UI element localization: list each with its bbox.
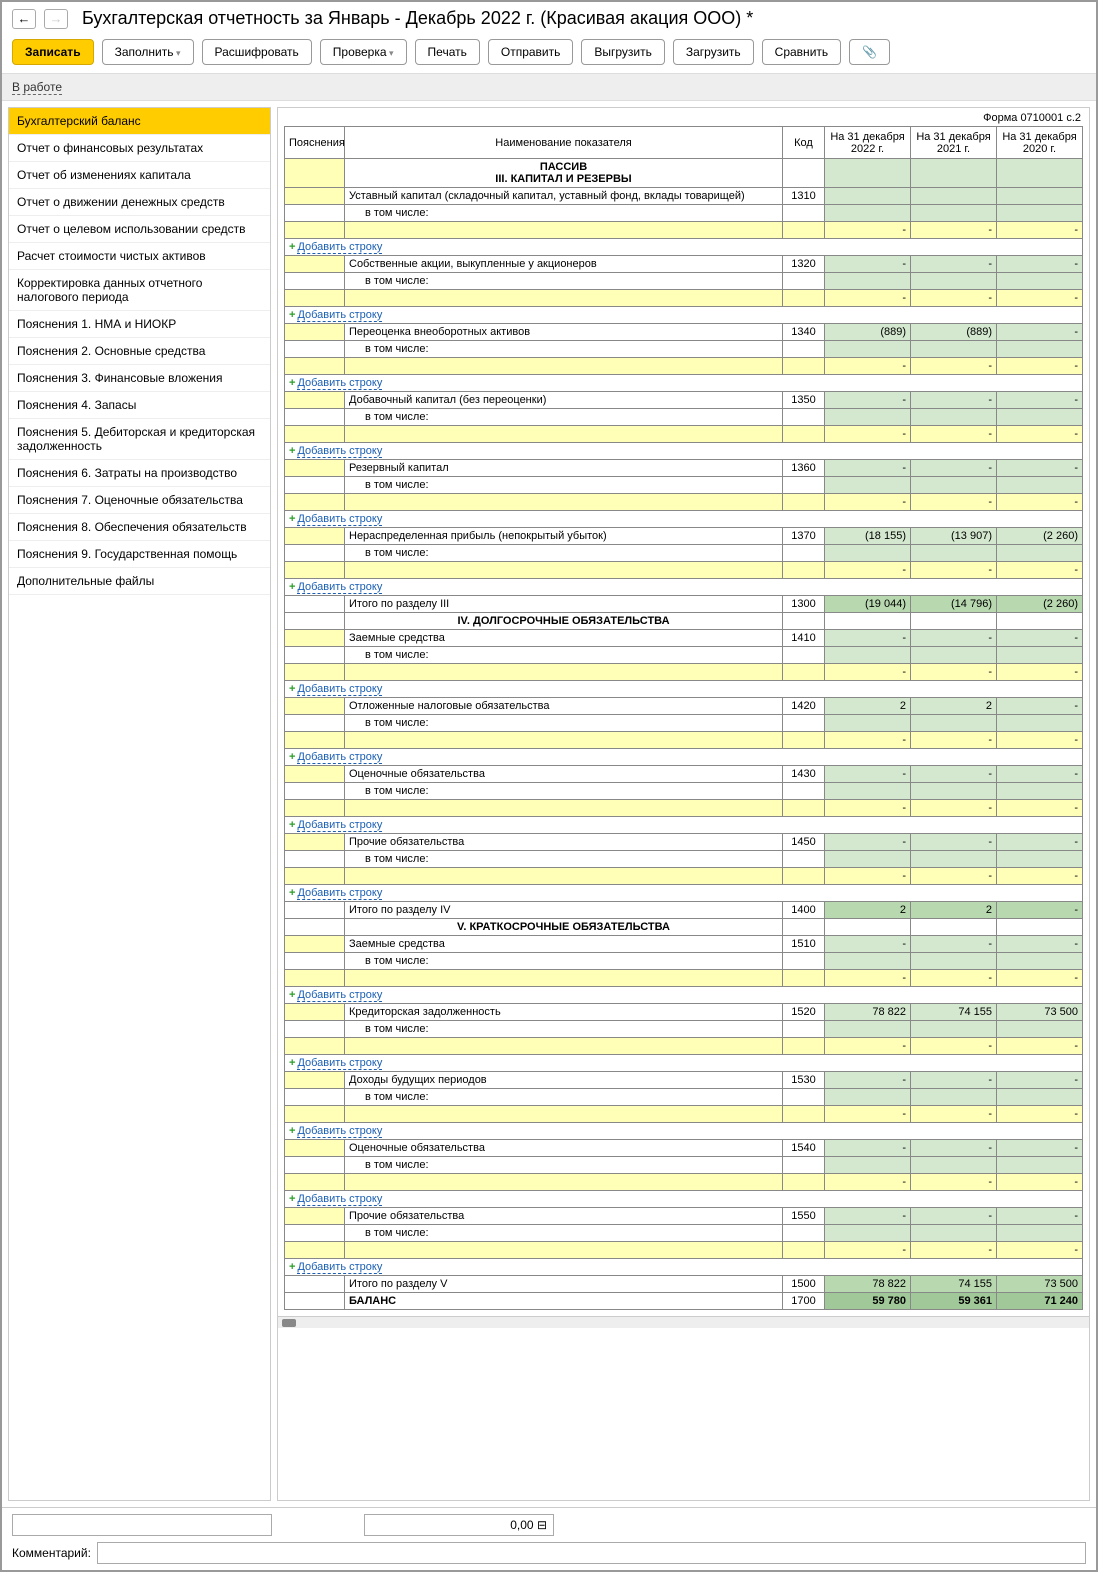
add-row-link[interactable]: Добавить строку xyxy=(297,1125,382,1138)
comment-input[interactable] xyxy=(97,1542,1086,1564)
add-row-link[interactable]: Добавить строку xyxy=(297,683,382,696)
horizontal-scrollbar[interactable] xyxy=(278,1316,1089,1328)
status-link[interactable]: В работе xyxy=(12,80,62,95)
add-row-link[interactable]: Добавить строку xyxy=(297,1193,382,1206)
decode-button[interactable]: Расшифровать xyxy=(202,39,312,65)
add-row-link[interactable]: Добавить строку xyxy=(297,819,382,832)
sidebar: Бухгалтерский балансОтчет о финансовых р… xyxy=(8,107,271,1501)
sidebar-item[interactable]: Отчет о финансовых результатах xyxy=(9,135,270,162)
sidebar-item[interactable]: Корректировка данных отчетного налоговог… xyxy=(9,270,270,311)
footer-dropdown[interactable] xyxy=(12,1514,272,1536)
fill-button[interactable]: Заполнить xyxy=(102,39,194,65)
add-row-link[interactable]: Добавить строку xyxy=(297,1261,382,1274)
add-row-link[interactable]: Добавить строку xyxy=(297,445,382,458)
col-2022: На 31 декабря 2022 г. xyxy=(825,127,911,159)
save-button[interactable]: Записать xyxy=(12,39,94,65)
send-button[interactable]: Отправить xyxy=(488,39,574,65)
add-row-link[interactable]: Добавить строку xyxy=(297,1057,382,1070)
sidebar-item[interactable]: Пояснения 3. Финансовые вложения xyxy=(9,365,270,392)
form-number: Форма 0710001 с.2 xyxy=(278,108,1089,126)
sidebar-item[interactable]: Отчет о целевом использовании средств xyxy=(9,216,270,243)
sidebar-item[interactable]: Пояснения 5. Дебиторская и кредиторская … xyxy=(9,419,270,460)
add-row-link[interactable]: Добавить строку xyxy=(297,581,382,594)
forward-button[interactable]: → xyxy=(44,9,68,29)
add-row-link[interactable]: Добавить строку xyxy=(297,241,382,254)
sidebar-item[interactable]: Отчет о движении денежных средств xyxy=(9,189,270,216)
col-2021: На 31 декабря 2021 г. xyxy=(911,127,997,159)
upload-button[interactable]: Выгрузить xyxy=(581,39,665,65)
add-row-link[interactable]: Добавить строку xyxy=(297,377,382,390)
status-bar: В работе xyxy=(2,73,1096,101)
add-row-link[interactable]: Добавить строку xyxy=(297,751,382,764)
sidebar-item[interactable]: Пояснения 6. Затраты на производство xyxy=(9,460,270,487)
add-row-link[interactable]: Добавить строку xyxy=(297,887,382,900)
sidebar-item[interactable]: Пояснения 4. Запасы xyxy=(9,392,270,419)
compare-button[interactable]: Сравнить xyxy=(762,39,841,65)
check-button[interactable]: Проверка xyxy=(320,39,407,65)
window-title: Бухгалтерская отчетность за Январь - Дек… xyxy=(82,8,753,29)
col-name: Наименование показателя xyxy=(345,127,783,159)
col-expl: Пояснения xyxy=(285,127,345,159)
sidebar-item[interactable]: Пояснения 7. Оценочные обязательства xyxy=(9,487,270,514)
footer-value[interactable]: 0,00 ⊟ xyxy=(364,1514,554,1536)
print-button[interactable]: Печать xyxy=(415,39,480,65)
add-row-link[interactable]: Добавить строку xyxy=(297,309,382,322)
back-button[interactable]: ← xyxy=(12,9,36,29)
col-code: Код xyxy=(783,127,825,159)
add-row-link[interactable]: Добавить строку xyxy=(297,989,382,1002)
sidebar-item[interactable]: Дополнительные файлы xyxy=(9,568,270,595)
col-2020: На 31 декабря 2020 г. xyxy=(997,127,1083,159)
sidebar-item[interactable]: Отчет об изменениях капитала xyxy=(9,162,270,189)
balance-table: Пояснения Наименование показателя Код На… xyxy=(284,126,1083,1310)
sidebar-item[interactable]: Расчет стоимости чистых активов xyxy=(9,243,270,270)
attach-button[interactable]: 📎 xyxy=(849,39,890,65)
sidebar-item[interactable]: Пояснения 9. Государственная помощь xyxy=(9,541,270,568)
add-row-link[interactable]: Добавить строку xyxy=(297,513,382,526)
sidebar-item[interactable]: Пояснения 1. НМА и НИОКР xyxy=(9,311,270,338)
toolbar: Записать Заполнить Расшифровать Проверка… xyxy=(2,35,1096,73)
load-button[interactable]: Загрузить xyxy=(673,39,754,65)
sidebar-item[interactable]: Пояснения 2. Основные средства xyxy=(9,338,270,365)
main-area: Форма 0710001 с.2 Пояснения Наименование… xyxy=(277,107,1090,1501)
comment-label: Комментарий: xyxy=(12,1546,91,1560)
sidebar-item[interactable]: Бухгалтерский баланс xyxy=(9,108,270,135)
sidebar-item[interactable]: Пояснения 8. Обеспечения обязательств xyxy=(9,514,270,541)
